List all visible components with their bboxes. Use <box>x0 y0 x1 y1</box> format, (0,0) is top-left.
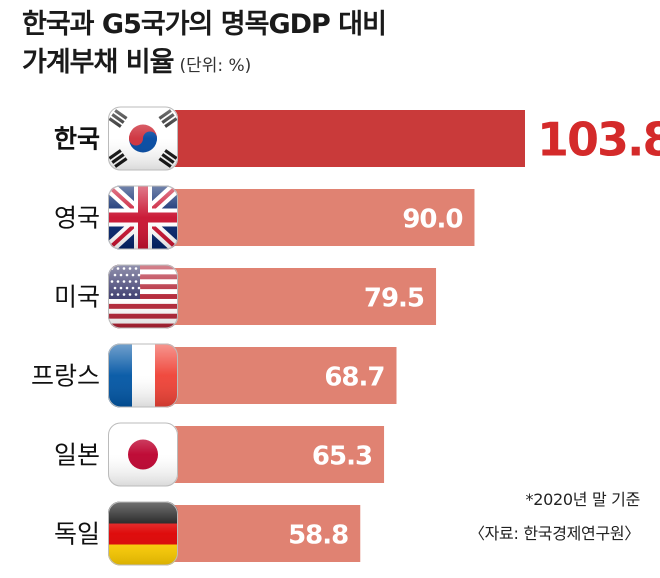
footnote: *2020년 말 기준 <box>525 490 641 509</box>
value-label-5: 65.3 <box>312 442 372 472</box>
category-label-1: 한국 <box>54 125 100 154</box>
source-note: 〈자료: 한국경제연구원〉 <box>468 524 640 543</box>
category-label-4: 프랑스 <box>31 362 100 391</box>
category-label-5: 일본 <box>54 441 100 470</box>
value-label-1: 103.8 <box>537 113 660 167</box>
korea-flag-icon <box>108 106 178 171</box>
bar-6 <box>145 505 361 562</box>
bar-2 <box>145 189 475 246</box>
japan-flag-icon <box>108 422 178 487</box>
category-label-3: 미국 <box>54 283 100 312</box>
germany-flag-icon <box>108 501 178 566</box>
uk-flag-icon <box>108 185 178 250</box>
value-label-4: 68.7 <box>324 363 384 393</box>
bar-4 <box>145 347 397 404</box>
category-label-2: 영국 <box>54 204 100 233</box>
unit-label: (단위: %) <box>179 56 252 76</box>
chart-title: 한국과 G5국가의 명목GDP 대비 가계부채 비율 (단위: %) <box>22 6 387 85</box>
value-label-3: 79.5 <box>364 284 424 314</box>
value-label-6: 58.8 <box>288 521 348 551</box>
bar-3 <box>145 268 437 325</box>
title-line-2-text: 가계부채 비율 <box>22 47 174 78</box>
category-label-6: 독일 <box>54 520 100 549</box>
us-flag-icon <box>108 264 178 329</box>
title-line-1: 한국과 G5국가의 명목GDP 대비 <box>22 9 387 40</box>
title-line-2: 가계부채 비율 (단위: %) <box>22 44 386 85</box>
value-label-2: 90.0 <box>402 205 462 235</box>
bar-5 <box>145 426 385 483</box>
france-flag-icon <box>108 343 178 408</box>
bar-1 <box>145 110 525 167</box>
